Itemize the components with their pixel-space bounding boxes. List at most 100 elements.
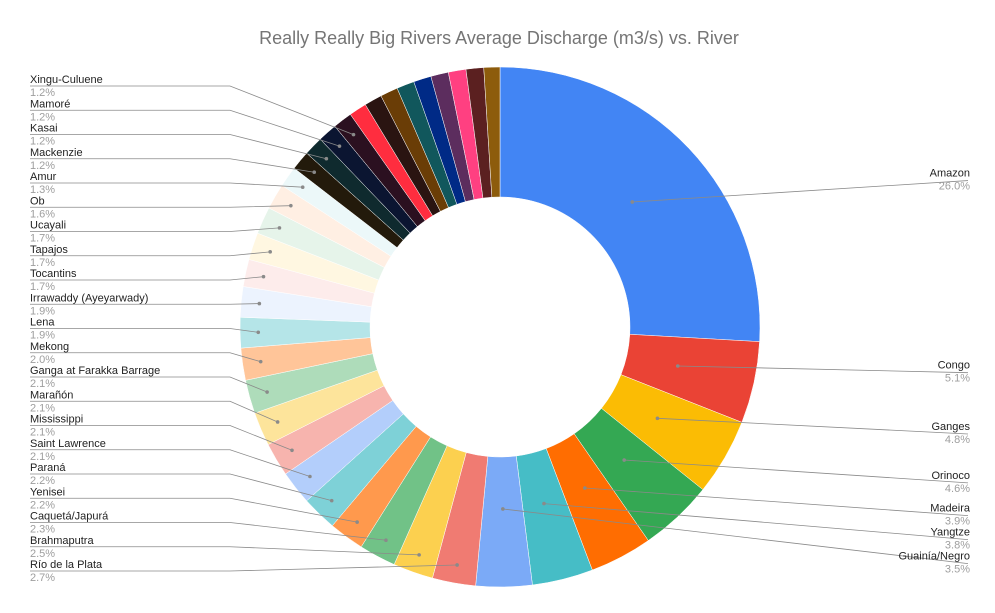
label-name-ucayali: Ucayali — [30, 220, 66, 232]
slice-amazon[interactable] — [499, 66, 761, 342]
leader-dot-irrawaddy-ayeyarwady — [257, 301, 262, 306]
leader-dot-madeira — [583, 486, 587, 490]
label-name-guainia-negro: Guainía/Negro — [898, 551, 970, 563]
leader-line-brahmaputra — [30, 546, 420, 556]
leader-dot-amazon — [630, 200, 635, 204]
leader-dot-mekong — [258, 359, 263, 364]
leader-line-ucayali — [30, 227, 280, 232]
label-name-amur: Amur — [30, 171, 57, 183]
label-pct-irrawaddy-ayeyarwady: 1.9% — [30, 305, 55, 317]
leader-dot-ucayali — [277, 226, 282, 230]
label-name-yenisei: Yenisei — [30, 486, 65, 498]
label-pct-maranon: 2.1% — [30, 402, 55, 414]
label-name-ganges: Ganges — [931, 421, 970, 433]
leader-dot-lena — [256, 330, 261, 335]
label-name-madeira: Madeira — [930, 503, 971, 515]
leader-dot-ob — [289, 203, 293, 208]
leader-line-ganges — [657, 417, 969, 435]
leader-line-kasai — [30, 134, 327, 160]
label-pct-brahmaputra: 2.5% — [30, 548, 55, 560]
label-pct-ganges: 4.8% — [945, 434, 970, 446]
label-name-maranon: Marañón — [30, 389, 73, 401]
leader-dot-mackenzie — [312, 170, 317, 175]
label-pct-mackenzie: 1.2% — [30, 160, 55, 172]
leader-dot-mississippi — [290, 448, 294, 453]
label-pct-madeira: 3.9% — [945, 516, 970, 528]
label-pct-lena: 1.9% — [30, 330, 55, 342]
label-name-mamore: Mamoré — [30, 98, 70, 110]
label-name-congo: Congo — [938, 360, 970, 372]
leader-lines-group — [30, 85, 969, 572]
leader-line-lena — [30, 328, 259, 333]
leader-line-orinoco — [624, 459, 969, 484]
label-pct-mekong: 2.0% — [30, 354, 55, 366]
leader-line-mackenzie — [30, 158, 315, 173]
leader-line-tapajos — [30, 251, 271, 257]
leader-line-caqueta-japura — [30, 522, 386, 541]
leader-line-yenisei — [30, 497, 358, 523]
leader-line-madeira — [584, 487, 969, 517]
leader-dot-tocantins — [261, 274, 266, 279]
label-pct-yangtze: 3.8% — [945, 540, 970, 552]
leader-line-irrawaddy-ayeyarwady — [30, 303, 260, 305]
leader-dot-amur — [300, 185, 305, 190]
leader-line-amazon — [632, 180, 969, 203]
leader-line-congo — [677, 365, 969, 374]
leader-line-amur — [30, 182, 303, 188]
leader-dot-xingu-culuene — [351, 132, 356, 137]
label-pct-parana: 2.2% — [30, 475, 55, 487]
leader-line-saint-lawrence — [30, 449, 311, 477]
label-name-ob: Ob — [30, 195, 45, 207]
leader-dot-orinoco — [622, 458, 626, 462]
label-pct-saint-lawrence: 2.1% — [30, 451, 55, 463]
leader-dot-tapajos — [268, 250, 272, 254]
label-name-irrawaddy-ayeyarwady: Irrawaddy (Ayeyarwady) — [30, 292, 148, 304]
label-name-yangtze: Yangtze — [930, 527, 970, 539]
leader-line-guainia-negro — [502, 508, 969, 565]
label-name-rio-de-la-plata: Río de la Plata — [30, 559, 103, 571]
label-pct-tapajos: 1.7% — [30, 257, 55, 269]
label-name-parana: Paraná — [30, 462, 66, 474]
label-name-amazon: Amazon — [930, 168, 970, 180]
leader-dot-saint-lawrence — [308, 474, 312, 479]
label-name-tapajos: Tapajos — [30, 244, 68, 256]
label-pct-yenisei: 2.2% — [30, 499, 55, 511]
label-name-mekong: Mekong — [30, 341, 69, 353]
leader-line-yangtze — [543, 503, 969, 541]
label-pct-rio-de-la-plata: 2.7% — [30, 572, 55, 584]
label-pct-ob: 1.6% — [30, 208, 55, 220]
label-pct-caqueta-japura: 2.3% — [30, 524, 55, 536]
label-pct-ucayali: 1.7% — [30, 233, 55, 245]
label-pct-tocantins: 1.7% — [30, 281, 55, 293]
leader-line-maranon — [30, 400, 278, 423]
slice-unlabeled-36[interactable] — [483, 66, 501, 198]
leader-line-parana — [30, 473, 332, 502]
label-name-xingu-culuene: Xingu-Culuene — [30, 74, 103, 86]
leader-line-xingu-culuene — [30, 85, 354, 136]
label-pct-amur: 1.3% — [30, 184, 55, 196]
leader-dot-mamore — [337, 144, 342, 148]
leader-line-rio-de-la-plata — [30, 564, 458, 572]
label-pct-orinoco: 4.6% — [945, 483, 970, 495]
label-name-saint-lawrence: Saint Lawrence — [30, 438, 106, 450]
leader-dot-guainia-negro — [501, 507, 505, 511]
label-pct-kasai: 1.2% — [30, 136, 55, 148]
label-pct-mississippi: 2.1% — [30, 427, 55, 439]
label-name-ganga-at-farakka-barrage: Ganga at Farakka Barrage — [30, 365, 160, 377]
leader-dot-rio-de-la-plata — [455, 563, 459, 567]
leader-line-mekong — [30, 352, 261, 363]
leader-dot-congo — [675, 364, 680, 368]
leader-dot-parana — [329, 498, 334, 503]
leader-dot-ganga-at-farakka-barrage — [265, 390, 269, 394]
leader-dot-ganges — [655, 416, 660, 421]
label-name-mackenzie: Mackenzie — [30, 147, 83, 159]
leader-dot-kasai — [324, 156, 329, 161]
label-name-orinoco: Orinoco — [931, 470, 970, 482]
leader-dot-caqueta-japura — [384, 538, 388, 543]
leader-dot-yangtze — [542, 501, 546, 506]
label-pct-xingu-culuene: 1.2% — [30, 87, 55, 99]
label-pct-congo: 5.1% — [945, 373, 970, 385]
leader-line-ganga-at-farakka-barrage — [30, 376, 268, 393]
